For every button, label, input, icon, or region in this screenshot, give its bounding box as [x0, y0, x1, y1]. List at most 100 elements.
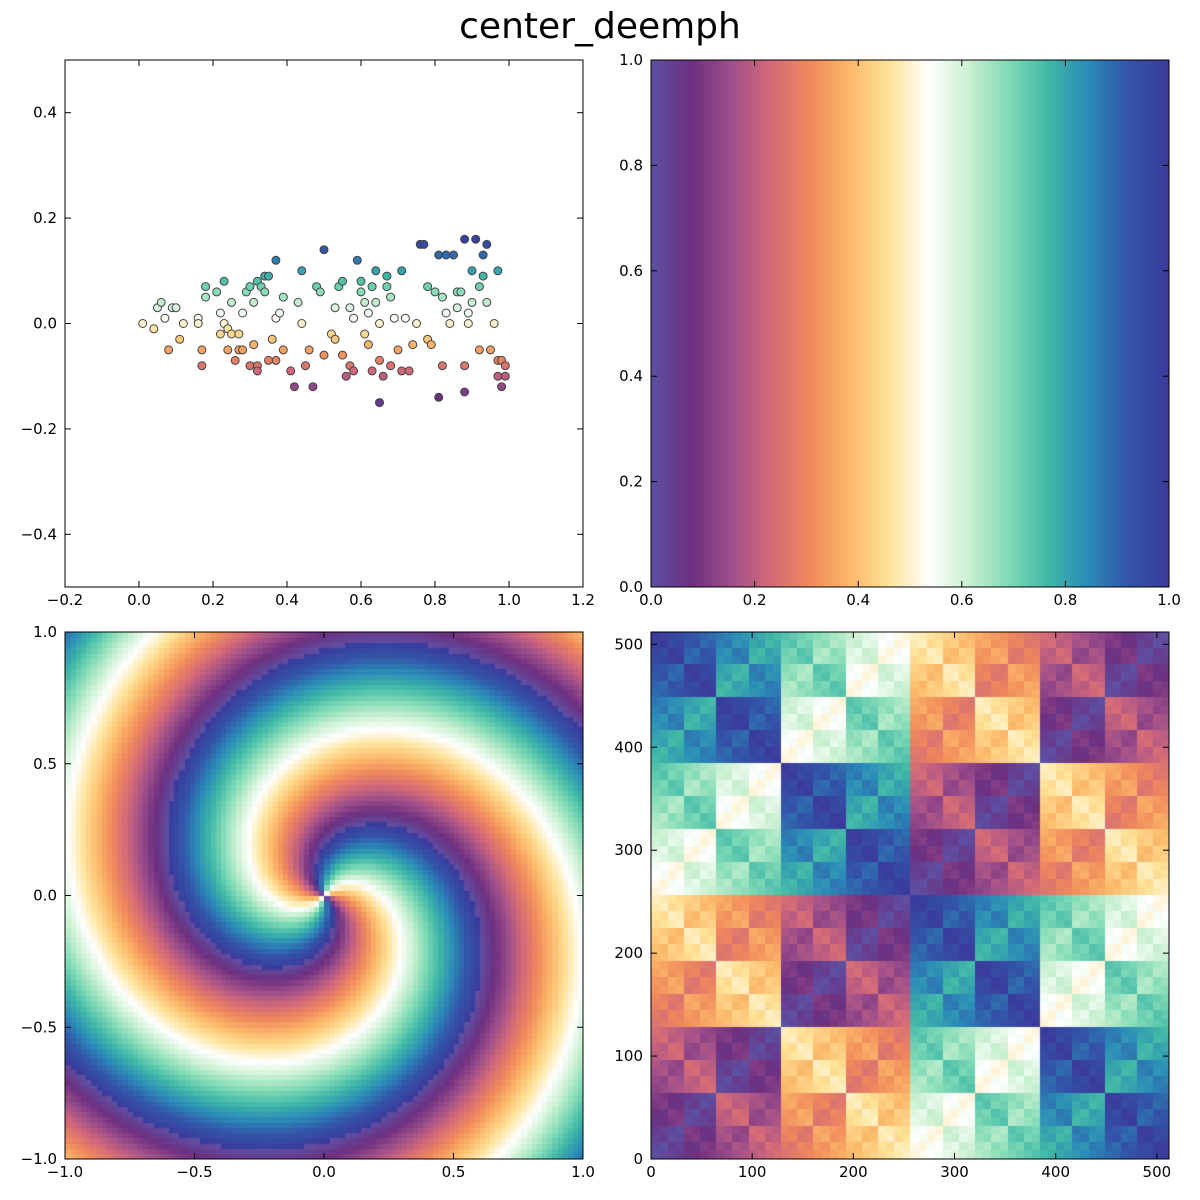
scatter-point — [460, 387, 470, 397]
figure-title: center_deemph — [459, 6, 741, 47]
scatter-point — [230, 355, 240, 365]
scatter-point — [375, 398, 384, 408]
scatter-point — [293, 297, 303, 307]
axes-frame — [64, 631, 584, 1160]
x-tick-label: 200 — [839, 1163, 868, 1181]
scatter-point — [197, 345, 207, 355]
x-tick-label: 300 — [940, 1163, 969, 1181]
scatter-point — [393, 345, 403, 355]
y-tick-label: 1.0 — [33, 623, 57, 641]
scatter-point — [486, 345, 495, 355]
scatter-point — [426, 340, 436, 350]
scatter-point — [471, 234, 481, 244]
scatter-point — [227, 329, 236, 339]
scatter-point — [275, 308, 285, 318]
scatter-point — [386, 292, 396, 302]
scatter-point — [408, 340, 418, 350]
spiral-panel — [65, 632, 583, 1159]
scatter-point — [375, 355, 384, 365]
scatter-point — [301, 361, 310, 371]
x-tick-label: 100 — [738, 1163, 767, 1181]
x-tick-label: −1.0 — [47, 1163, 83, 1181]
scatter-point — [371, 297, 381, 307]
scatter-point — [245, 361, 255, 371]
y-tick-label: −0.4 — [21, 525, 57, 543]
scatter-point — [452, 303, 462, 313]
scatter-point — [178, 319, 188, 328]
scatter-point — [371, 266, 381, 276]
gradient-image — [651, 60, 1169, 587]
scatter-point — [171, 303, 181, 313]
scatter-point — [215, 308, 225, 318]
scatter-point — [441, 250, 451, 260]
scatter-point — [482, 297, 492, 307]
scatter-point — [463, 308, 473, 318]
scatter-point — [356, 287, 366, 297]
scatter-point — [382, 282, 392, 292]
scatter-point — [289, 382, 299, 392]
scatter-point — [445, 319, 455, 328]
scatter-point — [397, 266, 407, 276]
x-tick-label: 0.0 — [127, 591, 151, 609]
scatter-point — [267, 334, 277, 344]
scatter-point — [271, 255, 281, 265]
y-tick-label: 0.4 — [33, 104, 57, 122]
scatter-point — [356, 276, 366, 286]
scatter-point — [223, 345, 233, 355]
scatter-point — [386, 361, 396, 371]
scatter-point — [367, 282, 377, 292]
x-tick-label: 1.2 — [571, 591, 595, 609]
x-tick-label: −0.5 — [176, 1163, 212, 1181]
y-tick-label: 400 — [614, 738, 643, 756]
scatter-point — [400, 313, 410, 323]
scatter-point — [349, 313, 359, 323]
scatter-point — [175, 334, 185, 344]
x-tick-label: 0.8 — [1053, 591, 1077, 609]
scatter-point — [389, 313, 399, 323]
scatter-point — [467, 266, 477, 276]
y-tick-label: 200 — [614, 944, 643, 962]
x-tick-label: 0.2 — [201, 591, 225, 609]
scatter-point — [482, 239, 492, 249]
scatter-point — [341, 371, 351, 381]
xor-panel — [651, 632, 1169, 1159]
scatter-point — [304, 345, 314, 355]
scatter-point — [360, 297, 370, 307]
scatter-point — [297, 319, 307, 328]
gradient-panel — [651, 60, 1169, 587]
y-tick-label: −1.0 — [21, 1150, 57, 1168]
scatter-point — [500, 361, 510, 371]
y-tick-label: 0.0 — [33, 315, 57, 333]
scatter-point — [156, 297, 166, 307]
y-tick-label: 0.5 — [33, 755, 57, 773]
scatter-point — [201, 282, 211, 292]
scatter-point — [271, 355, 281, 365]
y-tick-label: 0 — [633, 1150, 643, 1168]
x-tick-label: 0.4 — [846, 591, 870, 609]
scatter-point — [360, 329, 370, 339]
scatter-point — [245, 282, 255, 292]
scatter-point — [367, 366, 377, 376]
scatter-point — [160, 313, 170, 323]
scatter-point — [397, 366, 407, 376]
y-tick-label: 300 — [614, 841, 643, 859]
scatter-point — [434, 250, 444, 260]
scatter-point — [264, 271, 273, 281]
scatter-point — [330, 303, 340, 313]
x-tick-label: 0.4 — [275, 591, 299, 609]
scatter-point — [308, 382, 318, 392]
y-tick-label: 0.0 — [619, 578, 643, 596]
scatter-point — [315, 287, 325, 297]
x-tick-label: 0.0 — [639, 591, 663, 609]
scatter-point — [375, 319, 384, 328]
scatter-point — [212, 287, 222, 297]
scatter-point — [460, 361, 470, 371]
axes-frame — [650, 631, 1170, 1160]
scatter-point — [463, 319, 473, 328]
scatter-point — [467, 297, 477, 307]
x-tick-label: 0.6 — [950, 591, 974, 609]
y-tick-label: 0.2 — [33, 209, 57, 227]
scatter-point — [227, 297, 236, 307]
scatter-point — [215, 329, 225, 339]
